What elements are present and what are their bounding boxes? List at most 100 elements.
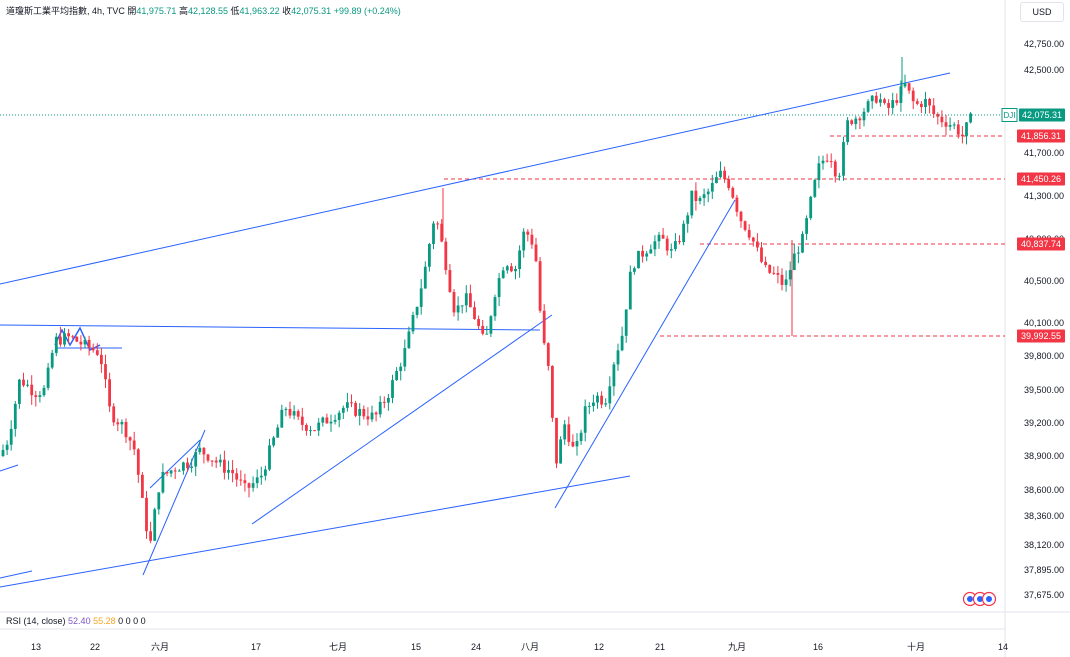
candle-body	[112, 406, 116, 423]
candle-body	[850, 120, 854, 125]
candle-body	[460, 305, 464, 307]
candle-body	[313, 430, 316, 432]
y-tick-label: 42,500.00	[1024, 65, 1064, 75]
candle-body	[264, 469, 267, 476]
symbol-tag-box	[1001, 108, 1018, 122]
candle-body	[54, 336, 58, 353]
candle-body	[903, 83, 907, 87]
candle-body	[616, 350, 620, 365]
candle-body	[813, 180, 817, 197]
candle-body	[1, 449, 5, 456]
event-flag-icon-dot	[977, 596, 983, 602]
candle-body	[206, 454, 210, 461]
candle-body	[42, 387, 46, 396]
candle-body	[83, 339, 87, 345]
level-price-label: 41,856.31	[1021, 131, 1061, 141]
candle-body	[546, 343, 550, 366]
candle-body	[776, 273, 780, 275]
level-price-label: 41,450.26	[1021, 174, 1061, 184]
candle-body	[952, 124, 956, 126]
candle-body	[145, 497, 148, 532]
candle-body	[674, 241, 677, 250]
high-value: 42,128.55	[187, 6, 229, 16]
candle-body	[104, 364, 107, 380]
candle-body	[924, 98, 927, 108]
candle-body	[612, 364, 616, 387]
y-tick-label: 37,675.00	[1024, 590, 1064, 600]
candle-body	[473, 307, 476, 320]
candle-body	[26, 384, 29, 386]
candle-body	[91, 347, 95, 351]
chart-header: 道瓊斯工業平均指數, 4h, TVC 開41,975.71 高42,128.55…	[6, 4, 401, 17]
candle-body	[669, 249, 673, 251]
level-price-tag	[1017, 237, 1065, 251]
x-tick-label: 九月	[728, 642, 746, 652]
candle-body	[309, 430, 312, 432]
candle-body	[38, 395, 42, 398]
candle-body	[124, 421, 128, 438]
candle-body	[67, 333, 70, 337]
trend-line	[0, 475, 631, 588]
candle-body	[436, 223, 439, 225]
candle-body	[305, 424, 308, 431]
candle-body	[423, 266, 427, 289]
candle-body	[891, 100, 895, 108]
candle-body	[805, 218, 808, 234]
candle-body	[579, 432, 583, 442]
trend-line	[251, 314, 553, 525]
trend-line	[0, 72, 951, 285]
candle-body	[173, 470, 177, 472]
candle-body	[555, 417, 558, 464]
candle-body	[59, 336, 62, 345]
candle-body	[120, 421, 124, 425]
candle-body	[801, 233, 804, 253]
candle-body	[411, 314, 415, 332]
candle-body	[772, 272, 776, 274]
candle-body	[432, 223, 435, 245]
candle-body	[231, 469, 234, 474]
candle-body	[358, 408, 362, 416]
candle-body	[141, 474, 144, 498]
candle-body	[354, 402, 357, 416]
candle-body	[731, 187, 735, 198]
candle-body	[247, 483, 251, 488]
candle-body	[920, 103, 923, 108]
candle-body	[780, 274, 784, 285]
candle-body	[292, 411, 296, 416]
candle-body	[489, 316, 493, 334]
candle-body	[288, 408, 292, 416]
low-value: 41,963.22	[239, 6, 280, 16]
currency-button[interactable]: USD	[1020, 2, 1064, 22]
candle-body	[542, 310, 546, 344]
candle-body	[464, 293, 468, 306]
candle-body	[633, 268, 636, 272]
candle-body	[387, 397, 390, 403]
candle-body	[792, 253, 796, 271]
candle-body	[497, 278, 501, 298]
candle-body	[501, 270, 505, 279]
candle-body	[300, 416, 304, 425]
candle-body	[415, 306, 419, 315]
candle-body	[132, 440, 136, 450]
candle-body	[272, 437, 275, 446]
candle-body	[243, 480, 247, 484]
last-price-tag	[1019, 108, 1065, 122]
candle-body	[559, 439, 562, 464]
candle-body	[34, 395, 38, 398]
trend-line	[0, 464, 19, 472]
symbol-tag-label: DJI	[1004, 111, 1016, 120]
candle-body	[956, 124, 960, 135]
candle-body	[169, 470, 173, 474]
candle-body	[485, 333, 489, 335]
candle-body	[723, 170, 726, 179]
candle-body	[276, 427, 280, 438]
candle-body	[637, 250, 640, 269]
candle-body	[760, 247, 763, 262]
candle-body	[469, 293, 472, 308]
candle-body	[592, 402, 595, 407]
candle-body	[239, 479, 243, 481]
candle-body	[854, 118, 858, 125]
candle-body	[911, 90, 915, 102]
candle-body	[710, 183, 714, 192]
